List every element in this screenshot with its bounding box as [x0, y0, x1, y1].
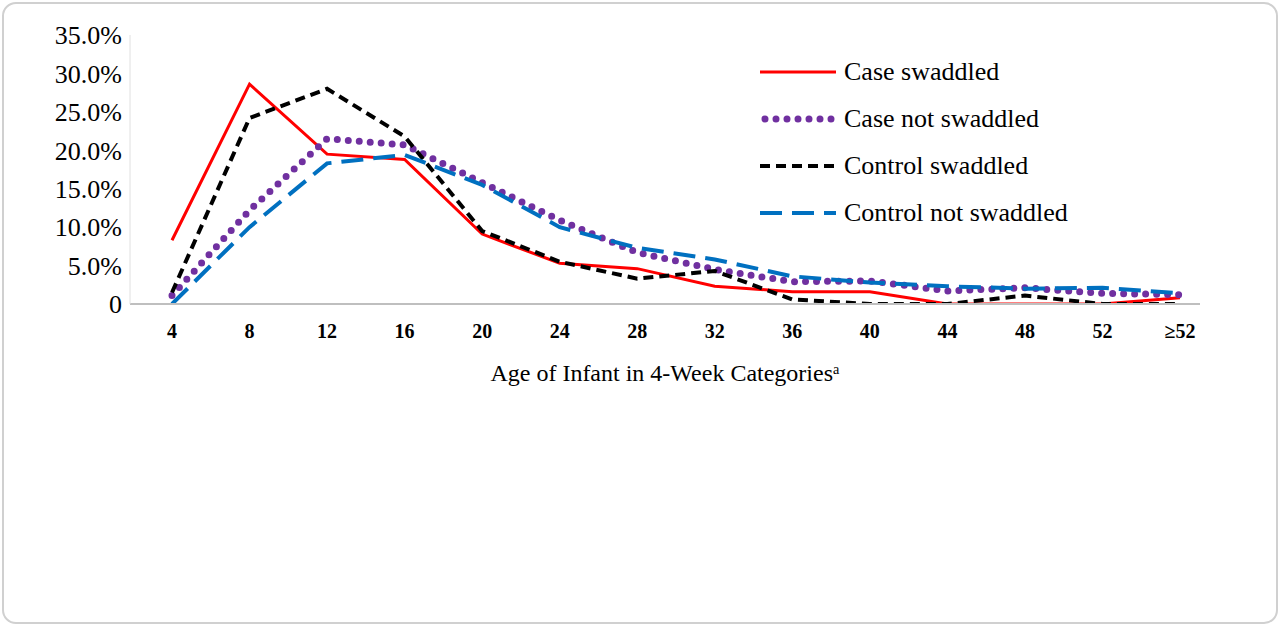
svg-text:32: 32 [705, 320, 725, 342]
svg-text:Age of Infant in 4-Week Catego: Age of Infant in 4-Week Categoriesᵃ [490, 360, 840, 386]
svg-text:24: 24 [550, 320, 570, 342]
svg-text:5.0%: 5.0% [68, 252, 122, 281]
svg-text:35.0%: 35.0% [55, 21, 122, 50]
svg-text:16: 16 [395, 320, 415, 342]
svg-text:4: 4 [167, 320, 177, 342]
svg-text:20.0%: 20.0% [55, 137, 122, 166]
html-text:Control not swaddled: Control not swaddled [844, 197, 1068, 227]
svg-text:20: 20 [472, 320, 492, 342]
html-text:Case swaddled: Case swaddled [844, 56, 1000, 86]
svg-text:36: 36 [782, 320, 802, 342]
svg-text:28: 28 [627, 320, 647, 342]
svg-text:40: 40 [860, 320, 880, 342]
svg-text:8: 8 [245, 320, 255, 342]
svg-text:0: 0 [109, 290, 122, 319]
svg-text:15.0%: 15.0% [55, 175, 122, 204]
svg-text:12: 12 [317, 320, 337, 342]
svg-text:30.0%: 30.0% [55, 60, 122, 89]
svg-text:10.0%: 10.0% [55, 213, 122, 242]
svg-text:52: 52 [1092, 320, 1112, 342]
html-text:Control swaddled: Control swaddled [844, 150, 1029, 180]
html-text:Case not swaddled: Case not swaddled [844, 103, 1039, 133]
svg-text:25.0%: 25.0% [55, 98, 122, 127]
svg-text:≥52: ≥52 [1165, 320, 1196, 342]
svg-text:48: 48 [1015, 320, 1035, 342]
svg-text:44: 44 [937, 320, 957, 342]
